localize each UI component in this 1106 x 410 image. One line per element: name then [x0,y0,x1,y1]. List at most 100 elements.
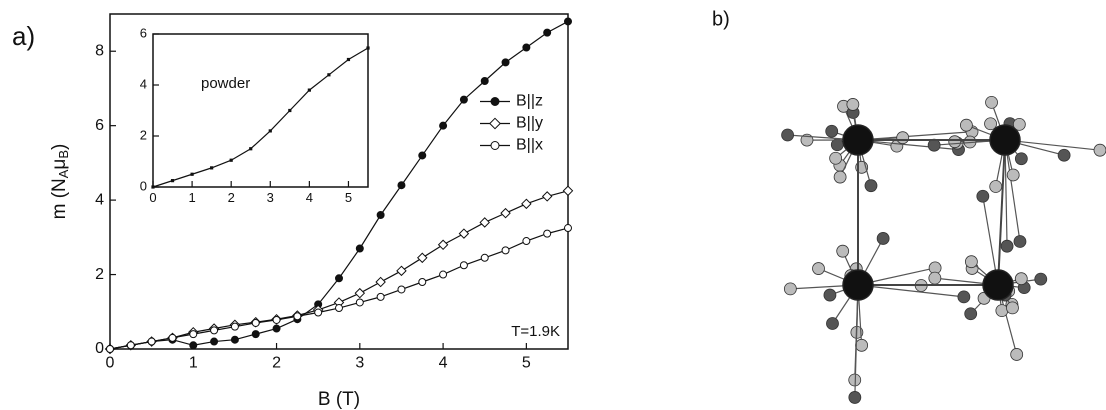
molecule-structure [781,95,1106,404]
marker [314,308,323,317]
marker [522,43,531,52]
x-axis-label: B (T) [318,389,360,410]
x-tick-label: 4 [306,190,313,205]
y-tick-label: 6 [95,117,104,134]
atom [1034,272,1048,286]
marker [480,77,489,85]
marker [189,330,198,339]
atom [1013,235,1027,248]
marker [210,337,219,346]
atom [984,117,997,131]
atom [1010,348,1024,361]
marker [397,181,406,190]
panel-label: a) [12,21,35,51]
marker [210,166,214,170]
atom [948,135,962,149]
y-tick-label: 2 [140,127,147,142]
marker [396,265,407,277]
y-axis-label-part: ) [49,144,70,150]
atom [781,128,794,142]
atom [985,95,998,109]
marker [168,333,177,342]
atom [1000,239,1014,253]
metal-atom [842,269,874,301]
legend-label: B||z [516,93,543,110]
marker [459,95,468,104]
marker [500,207,511,219]
atom [1057,148,1071,162]
y-axis-label-part: A [56,169,71,178]
x-tick-label: 1 [188,190,195,205]
marker [417,252,428,264]
y-tick-label: 4 [95,191,104,208]
y-tick-label: 0 [95,340,104,357]
atom [957,290,971,304]
marker [376,292,385,301]
atom [812,262,825,275]
marker [458,228,470,239]
marker [439,270,448,279]
marker [564,17,572,26]
marker [418,278,427,286]
marker [307,88,311,92]
metal-atom [982,269,1014,301]
marker [459,261,468,270]
bond [857,284,964,298]
atom [846,98,860,111]
x-tick-label: 4 [439,355,448,372]
atom [1014,272,1028,286]
bond [1004,139,1021,242]
x-tick-label: 3 [355,355,364,372]
marker [151,185,155,189]
marker [439,121,448,130]
series-line [152,47,369,188]
bond [1004,139,1101,151]
marker [522,237,531,246]
atom [1006,168,1020,182]
metal-atom [989,124,1021,156]
marker [397,285,406,294]
marker [501,246,510,255]
marker [327,73,331,77]
atom [959,118,973,132]
atom [823,288,837,302]
marker [437,239,449,251]
bond [997,139,1006,286]
metal-atom [842,124,874,156]
plot-frame [152,33,369,188]
atom [836,244,850,258]
y-axis-label: m (NAμB) [49,144,71,220]
atom [864,179,878,193]
x-tick-label: 5 [522,355,531,372]
atom [848,391,862,404]
atom [964,255,978,269]
marker [346,57,351,62]
atom [826,317,839,330]
marker [501,58,510,67]
marker [543,229,552,238]
x-tick-label: 1 [189,355,198,372]
marker [355,298,364,307]
marker [147,337,156,346]
atom [855,338,869,352]
atom [783,282,797,296]
x-tick-label: 5 [345,190,352,205]
legend-marker [490,141,500,150]
marker [272,315,281,324]
atom [833,170,847,184]
bond [854,284,859,398]
marker [170,179,175,183]
marker [190,172,194,176]
y-tick-label: 6 [140,25,147,40]
atom [1012,117,1026,131]
x-tick-label: 0 [149,190,156,205]
y-tick-label: 4 [140,76,147,91]
atom [995,304,1009,318]
panel-label: b) [712,8,730,30]
marker [366,46,370,50]
legend-marker [490,97,500,106]
marker [479,217,490,228]
atom [989,180,1003,193]
bond [857,139,959,151]
x-tick-label: 3 [267,190,274,205]
